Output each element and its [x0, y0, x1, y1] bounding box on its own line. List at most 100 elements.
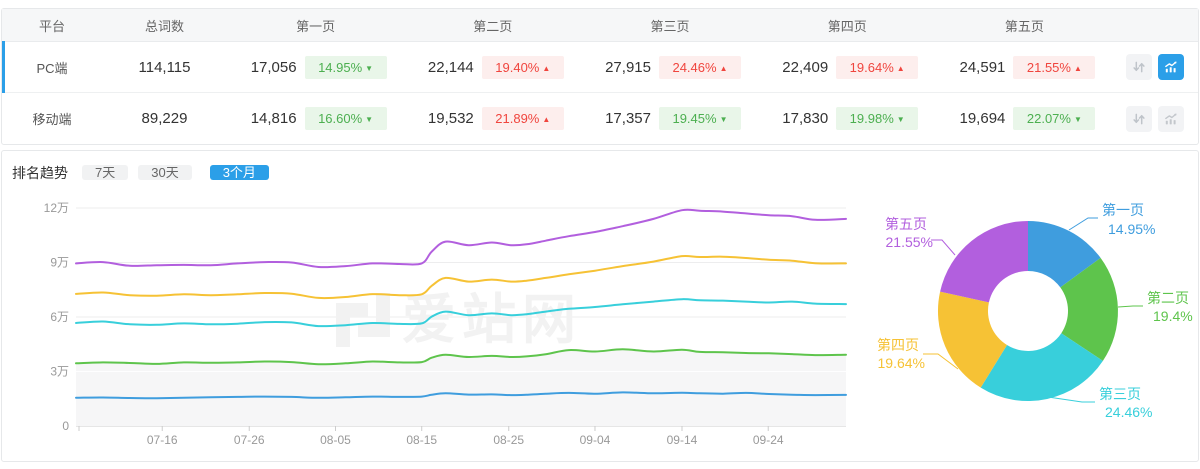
page3-group: 27,915 24.46% ▲ — [581, 55, 758, 79]
row-actions — [1113, 105, 1198, 132]
page3-count: 27,915 — [605, 58, 651, 76]
tab-30天[interactable]: 30天 — [138, 165, 192, 180]
arrow-down-icon: ▼ — [896, 115, 905, 124]
donut-label-name-第一页: 第一页 — [1102, 202, 1144, 218]
tab-7天[interactable]: 7天 — [82, 165, 129, 180]
page2-cell: 22,144 19.40% ▲ — [404, 55, 581, 79]
page4-change-badge: 19.98% ▼ — [836, 107, 919, 130]
arrow-down-icon: ▼ — [1073, 115, 1082, 124]
page1-count: 14,816 — [250, 110, 297, 127]
page5-group: 19,694 22.07% ▼ — [936, 107, 1113, 130]
y-tick-6万: 6万 — [50, 310, 69, 324]
page4-cell: 22,409 19.64% ▲ — [759, 55, 936, 79]
page5-change-badge: 21.55% ▲ — [1013, 55, 1096, 79]
trend-line-第四页 — [75, 254, 847, 300]
trend-line-第五页 — [75, 208, 847, 269]
arrow-down-icon: ▼ — [365, 115, 374, 124]
page5-count: 19,694 — [959, 110, 1006, 127]
page1-cell: 14,816 16.60% ▼ — [227, 107, 404, 130]
arrow-up-icon: ▲ — [1073, 63, 1082, 73]
x-label-07-26: 07-26 — [234, 433, 265, 447]
page1-cell: 17,056 14.95% ▼ — [227, 55, 404, 79]
page5-change-badge: 22.07% ▼ — [1013, 107, 1096, 130]
donut-slice-第五页 — [940, 221, 1028, 303]
table-row-PC端[interactable]: PC端 114,115 17,056 14.95% ▼ 22,144 19.40% ▲ 27,9… — [2, 41, 1198, 93]
tab-3个月[interactable]: 3个月 — [209, 165, 269, 180]
arrow-up-icon: ▲ — [542, 63, 551, 73]
show-trend-button[interactable] — [1157, 105, 1184, 132]
y-tick-9万: 9万 — [50, 256, 69, 270]
x-label-08-15: 08-15 — [406, 433, 437, 447]
donut-label-value-第五页: 21.55% — [886, 234, 933, 250]
arrow-up-icon: ▲ — [896, 63, 905, 73]
period-tabs: 7天 30天 3个月 — [82, 159, 279, 186]
table-header-row: 平台 总词数 第一页 第二页 第三页 第四页 第五页 — [2, 9, 1198, 42]
donut-label-name-第四页: 第四页 — [877, 337, 919, 353]
table-header-page2: 第二页 — [473, 18, 513, 34]
aizhan-watermark: 爱站网 — [336, 290, 582, 350]
sort-compare-button[interactable] — [1125, 105, 1152, 132]
page4-change-badge: 19.64% ▲ — [836, 55, 919, 79]
donut-slice-第一页 — [1028, 221, 1101, 288]
platform-label: 移动端 — [32, 112, 72, 127]
trend-and-donut-chart: 0 3万 6万 9万 12万 07-16 07-26 08-05 08-15 08-25 09-04… — [44, 201, 1193, 447]
donut-label-value-第三页: 24.46% — [1105, 404, 1152, 420]
x-label-09-24: 09-24 — [753, 433, 784, 447]
sort-compare-button[interactable] — [1125, 54, 1152, 80]
y-tick-3万: 3万 — [50, 365, 69, 379]
donut-slice-第四页 — [937, 291, 1007, 388]
page4-group: 22,409 19.64% ▲ — [759, 55, 936, 79]
page1-group: 17,056 14.95% ▼ — [227, 55, 404, 79]
page2-change-badge: 19.40% ▲ — [481, 55, 564, 79]
total-words-value: 114,115 — [138, 58, 191, 76]
x-label-08-25: 08-25 — [493, 433, 524, 447]
page5-cell: 24,591 21.55% ▲ — [936, 55, 1113, 79]
page4-count: 22,409 — [782, 58, 829, 76]
table-row-移动端[interactable]: 移动端 89,229 14,816 16.60% ▼ 19,532 21.89% ▲ 17,35… — [2, 93, 1198, 144]
table-header-platform: 平台 — [38, 18, 65, 34]
page3-group: 17,357 19.45% ▼ — [581, 107, 758, 130]
trend-line-第二页 — [75, 348, 847, 366]
page3-count: 17,357 — [605, 110, 651, 127]
page2-change-badge: 21.89% ▲ — [481, 107, 564, 130]
watermark-logo-icon — [358, 293, 390, 337]
arrow-down-icon: ▼ — [719, 115, 728, 124]
row-actions — [1113, 54, 1198, 80]
arrow-up-icon: ▲ — [719, 63, 728, 73]
page2-count: 22,144 — [427, 58, 474, 76]
x-label-09-04: 09-04 — [580, 433, 611, 447]
page2-count: 19,532 — [427, 110, 474, 127]
donut-label-value-第二页: 19.4% — [1153, 308, 1193, 324]
donut-label-name-第二页: 第二页 — [1147, 290, 1189, 306]
trend-line-第一页 — [75, 391, 847, 400]
donut-label-name-第三页: 第三页 — [1099, 386, 1141, 402]
page4-count: 17,830 — [782, 110, 829, 127]
page1-change-badge: 14.95% ▼ — [304, 55, 387, 79]
trend-title: 排名趋势 — [12, 164, 68, 181]
bar-trend-chart-icon — [1165, 61, 1177, 73]
donut-label-line-第二页 — [1117, 305, 1143, 308]
table-body: PC端 114,115 17,056 14.95% ▼ 22,144 19.40% ▲ 27,9… — [2, 41, 1198, 144]
table-header-page5: 第五页 — [1004, 18, 1044, 34]
watermark-text: 爱站网 — [402, 290, 582, 350]
trend-line-第三页 — [75, 298, 847, 328]
x-label-09-14: 09-14 — [667, 433, 698, 447]
page3-change-badge: 19.45% ▼ — [658, 107, 741, 130]
y-tick-12万: 12万 — [44, 201, 69, 215]
page1-change-badge: 16.60% ▼ — [304, 107, 387, 130]
page2-group: 22,144 19.40% ▲ — [404, 55, 581, 79]
show-trend-button[interactable] — [1157, 54, 1184, 80]
donut-label-line-第三页 — [1047, 396, 1095, 403]
trend-toolbar: 排名趋势 7天 30天 3个月 — [12, 159, 279, 186]
rank-table-card: 平台 总词数 第一页 第二页 第三页 第四页 第五页 PC端 114,115 17,056 14.… — [1, 8, 1199, 145]
page3-change-badge: 24.46% ▲ — [658, 55, 741, 79]
donut-label-value-第四页: 19.64% — [878, 355, 925, 371]
donut-label-line-第一页 — [1068, 217, 1098, 231]
donut-slice-第二页 — [1060, 257, 1118, 361]
donut-label-line-第五页 — [931, 239, 956, 256]
page2-cell: 19,532 21.89% ▲ — [404, 107, 581, 130]
up-down-arrows-icon — [1133, 113, 1145, 124]
page4-cell: 17,830 19.98% ▼ — [759, 107, 936, 130]
table-header-page1: 第一页 — [296, 18, 336, 34]
total-words-value: 89,229 — [141, 110, 188, 127]
